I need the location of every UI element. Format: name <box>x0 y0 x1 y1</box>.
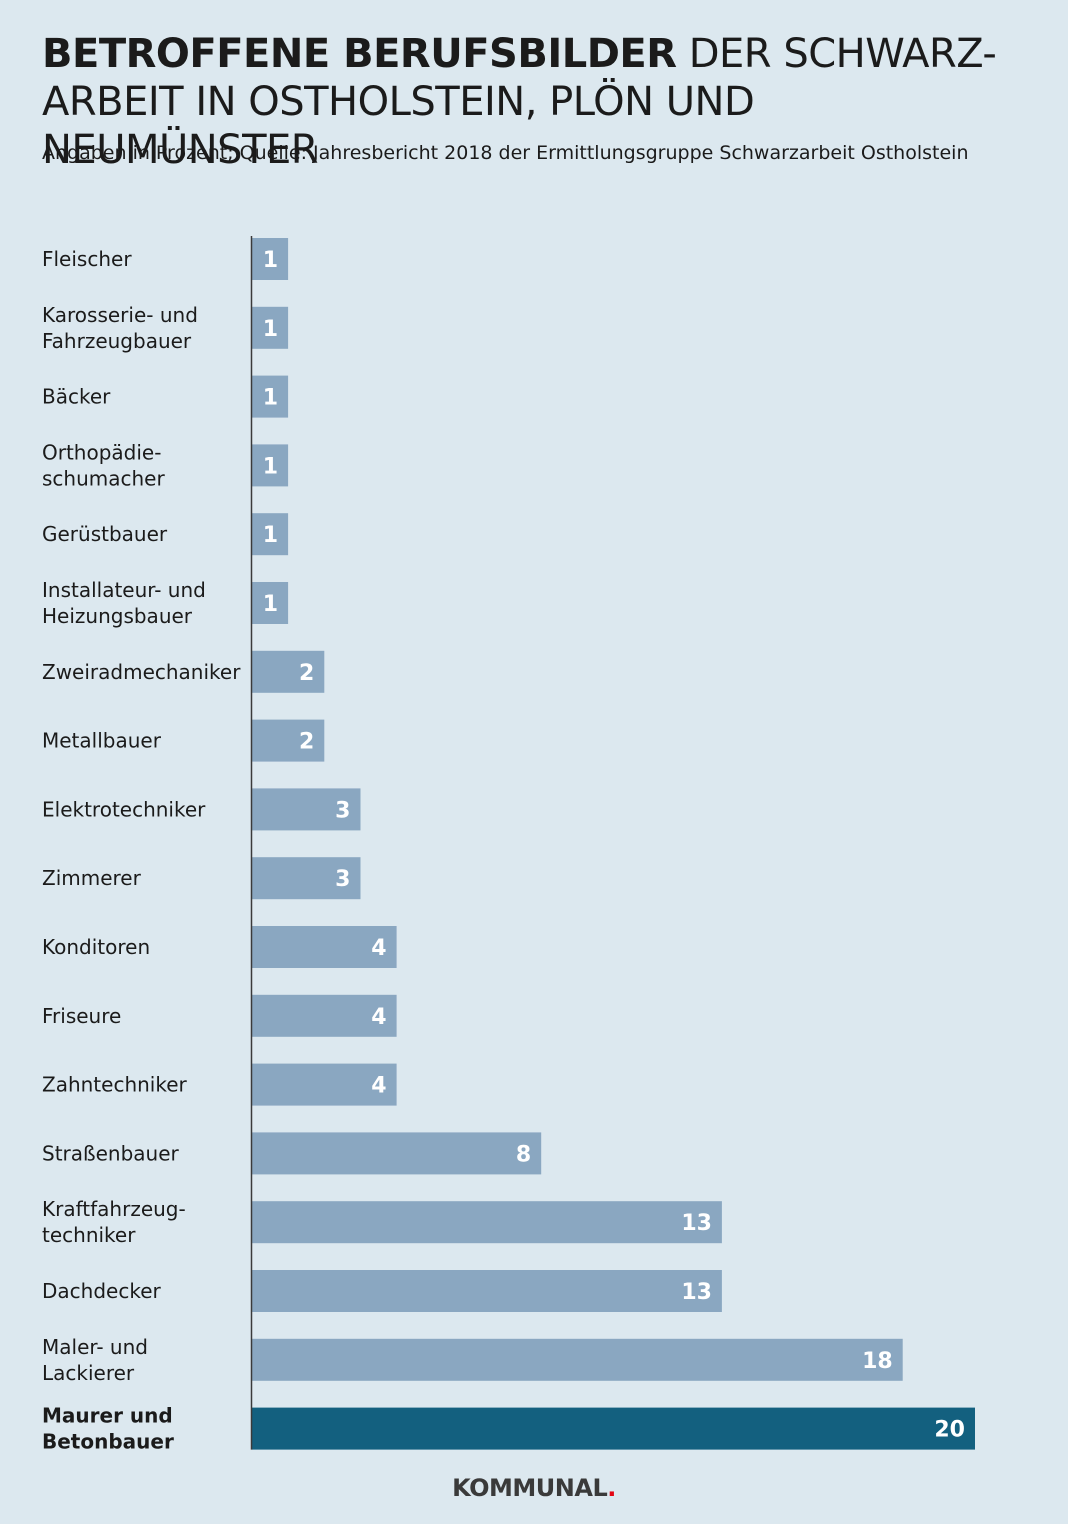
chart-title-regular: DER SCHWARZ-ARBEIT IN OSTHOLSTEIN, PLÖN … <box>42 31 997 173</box>
brand-logo: KOMMUNAL. <box>0 1474 1068 1502</box>
category-label-11: Friseure <box>42 1004 121 1028</box>
category-label-6: Zweiradmechaniker <box>42 660 241 684</box>
value-label-15: 13 <box>681 1280 712 1305</box>
value-label-9: 3 <box>335 867 350 892</box>
value-label-13: 8 <box>516 1142 531 1167</box>
bar-16 <box>252 1338 903 1381</box>
category-label-10: Konditoren <box>42 935 150 959</box>
bar-17 <box>252 1407 975 1450</box>
bar-9 <box>252 857 361 900</box>
value-label-4: 1 <box>263 523 278 548</box>
value-label-7: 2 <box>299 730 314 755</box>
bar-8 <box>252 788 361 831</box>
value-label-5: 1 <box>263 592 278 617</box>
category-label-13: Straßenbauer <box>42 1141 180 1165</box>
category-label-14: Kraftfahrzeug-techniker <box>42 1197 186 1247</box>
chart-title-bold: BETROFFENE BERUFSBILDER <box>42 31 677 77</box>
bar-13 <box>252 1132 542 1175</box>
bar-11 <box>252 994 397 1037</box>
bar-14 <box>252 1201 722 1244</box>
category-label-5: Installateur- und Heizungsbauer <box>42 578 206 628</box>
category-label-7: Metallbauer <box>42 729 162 753</box>
category-label-9: Zimmerer <box>42 866 142 890</box>
bar-1 <box>252 306 289 349</box>
brand-dot: . <box>607 1474 616 1502</box>
value-label-10: 4 <box>371 936 386 961</box>
category-label-4: Gerüstbauer <box>42 522 168 546</box>
bar-6 <box>252 650 325 693</box>
value-label-2: 1 <box>263 386 278 411</box>
bar-15 <box>252 1270 722 1312</box>
bar-4 <box>252 513 289 556</box>
value-label-17: 20 <box>934 1418 965 1443</box>
value-label-11: 4 <box>371 1005 386 1030</box>
value-label-3: 1 <box>263 454 278 479</box>
bar-2 <box>252 375 289 418</box>
value-label-12: 4 <box>371 1074 386 1099</box>
brand-name: KOMMUNAL <box>452 1474 608 1502</box>
value-label-16: 18 <box>862 1349 893 1374</box>
bar-10 <box>252 926 397 968</box>
category-label-8: Elektrotechniker <box>42 797 206 821</box>
category-label-12: Zahntechniker <box>42 1073 188 1097</box>
category-label-2: Bäcker <box>42 385 111 409</box>
bar-12 <box>252 1063 397 1106</box>
value-label-0: 1 <box>263 248 278 273</box>
category-label-15: Dachdecker <box>42 1279 161 1303</box>
value-label-8: 3 <box>335 798 350 823</box>
category-label-17: Maurer und Betonbauer <box>42 1404 174 1454</box>
category-label-3: Orthopädie-schumacher <box>42 440 165 490</box>
value-label-14: 13 <box>681 1211 712 1236</box>
bar-0 <box>252 238 289 280</box>
value-label-1: 1 <box>263 317 278 342</box>
chart-title: BETROFFENE BERUFSBILDER DER SCHWARZ-ARBE… <box>42 30 1042 174</box>
bar-5 <box>252 582 289 624</box>
category-label-16: Maler- und Lackierer <box>42 1335 148 1385</box>
bar-7 <box>252 719 325 762</box>
chart-subtitle: Angaben in Prozent; Quelle: Jahresberich… <box>42 142 969 164</box>
category-label-1: Karosserie- und Fahrzeugbauer <box>42 303 198 353</box>
value-label-6: 2 <box>299 661 314 686</box>
category-label-0: Fleischer <box>42 247 132 271</box>
bar-3 <box>252 444 289 487</box>
